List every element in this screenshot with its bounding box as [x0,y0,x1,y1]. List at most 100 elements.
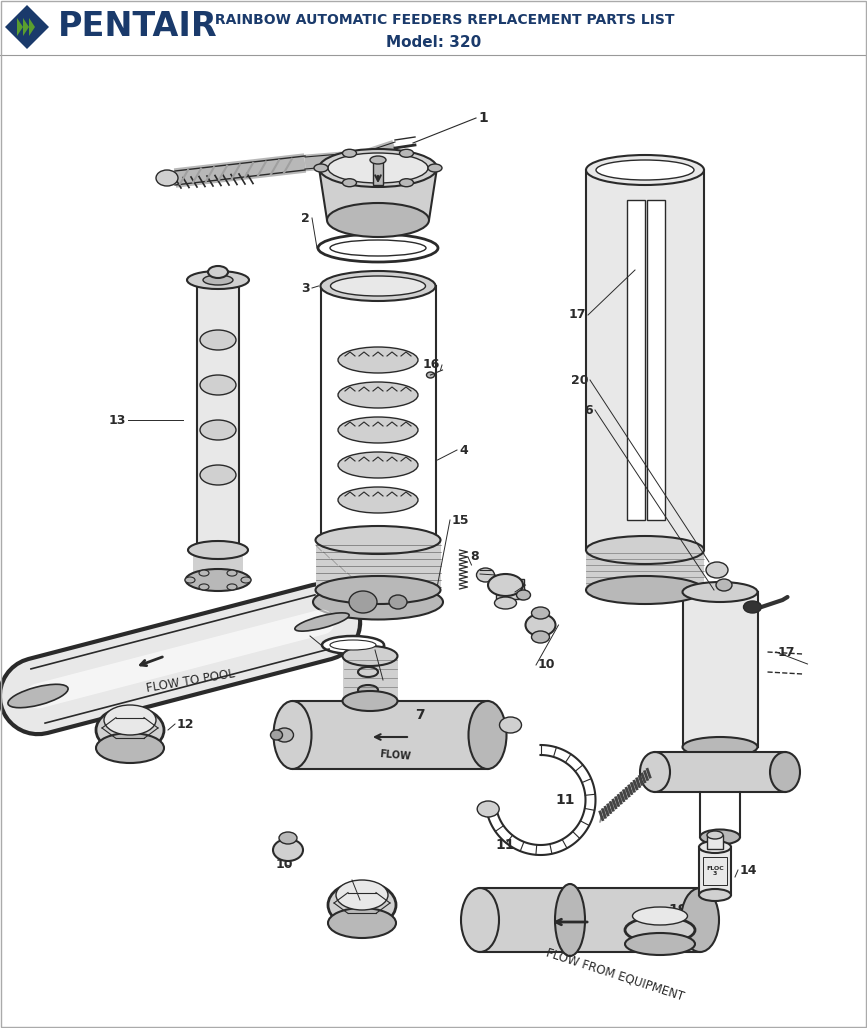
Ellipse shape [328,908,396,938]
Ellipse shape [330,640,376,650]
Ellipse shape [427,372,434,378]
Text: RAINBOW AUTOMATIC FEEDERS REPLACEMENT PARTS LIST: RAINBOW AUTOMATIC FEEDERS REPLACEMENT PA… [210,13,675,27]
Text: 12: 12 [341,893,358,907]
Ellipse shape [700,830,740,844]
Ellipse shape [336,880,388,910]
Bar [647,200,665,520]
Ellipse shape [640,752,670,792]
Ellipse shape [400,179,414,187]
Bar [373,160,383,185]
Text: 12: 12 [177,718,194,731]
Text: FLOW FROM EQUIPMENT: FLOW FROM EQUIPMENT [545,947,686,1003]
Ellipse shape [328,882,396,928]
Ellipse shape [428,164,442,172]
Ellipse shape [327,203,429,237]
Ellipse shape [321,271,435,301]
Bar [586,550,704,590]
Ellipse shape [681,888,719,952]
Bar [292,701,487,769]
Ellipse shape [241,577,251,583]
Bar [707,835,723,849]
Ellipse shape [314,164,328,172]
Text: FLOC
3: FLOC 3 [706,866,724,877]
Ellipse shape [279,832,297,844]
Polygon shape [319,168,437,220]
Ellipse shape [633,907,688,925]
Ellipse shape [96,733,164,763]
Ellipse shape [273,839,303,861]
Text: 17: 17 [778,646,796,659]
Ellipse shape [227,571,237,576]
Ellipse shape [156,170,178,186]
Text: 5: 5 [482,567,491,581]
Ellipse shape [342,646,397,666]
Polygon shape [29,19,35,36]
Text: 10: 10 [275,858,293,872]
Ellipse shape [200,465,236,485]
Ellipse shape [342,691,397,711]
Ellipse shape [531,607,550,619]
Text: 6: 6 [584,404,593,416]
Ellipse shape [316,526,440,554]
Bar [496,579,524,599]
Ellipse shape [322,636,384,654]
Text: 11: 11 [496,838,515,852]
Ellipse shape [400,149,414,157]
Ellipse shape [104,705,156,735]
Text: 16: 16 [422,359,440,371]
Ellipse shape [295,613,349,631]
Text: 8: 8 [470,551,479,563]
Ellipse shape [461,888,499,952]
Ellipse shape [477,568,494,582]
Polygon shape [17,19,23,36]
Ellipse shape [276,728,294,742]
Ellipse shape [770,752,800,792]
Ellipse shape [8,685,68,707]
Ellipse shape [200,330,236,350]
Ellipse shape [517,590,531,600]
Ellipse shape [330,276,426,296]
Ellipse shape [227,584,237,590]
Ellipse shape [199,584,209,590]
Ellipse shape [338,382,418,408]
Ellipse shape [531,631,550,642]
Ellipse shape [203,276,233,285]
Ellipse shape [477,801,499,817]
Ellipse shape [316,576,440,604]
Bar [358,672,378,690]
Ellipse shape [555,884,585,956]
Ellipse shape [338,452,418,478]
Text: FLOW: FLOW [379,749,411,762]
Text: 6: 6 [377,644,386,657]
Ellipse shape [200,375,236,395]
Ellipse shape [358,667,378,677]
Ellipse shape [342,149,356,157]
Ellipse shape [494,597,517,609]
Polygon shape [23,19,29,36]
Ellipse shape [188,541,248,559]
Text: 19: 19 [668,903,688,917]
Ellipse shape [349,591,377,613]
Ellipse shape [488,574,523,596]
Ellipse shape [338,417,418,443]
Ellipse shape [389,595,407,609]
Bar [627,200,645,520]
Ellipse shape [682,737,758,757]
Bar [655,752,785,792]
Text: 11: 11 [556,793,575,807]
Bar [343,656,398,702]
Ellipse shape [586,536,704,564]
Ellipse shape [273,701,311,769]
Bar [316,540,440,590]
Ellipse shape [338,347,418,373]
Text: 14: 14 [740,864,758,877]
Bar [197,280,239,550]
Ellipse shape [208,266,228,278]
Ellipse shape [330,240,426,256]
Ellipse shape [468,701,506,769]
Ellipse shape [199,571,209,576]
Ellipse shape [525,614,556,636]
Ellipse shape [625,917,695,943]
Bar [703,857,727,885]
Ellipse shape [185,577,195,583]
